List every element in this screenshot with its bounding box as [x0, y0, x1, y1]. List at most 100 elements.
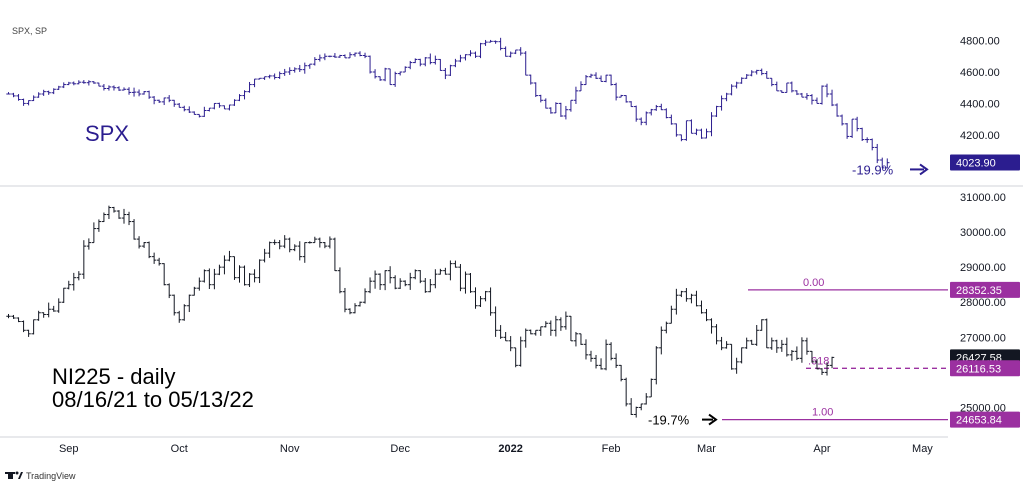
- price-badge-label: 24653.84: [956, 415, 1002, 427]
- ohlc-bar: [875, 143, 880, 164]
- y-tick-label: 25000.00: [960, 402, 1006, 414]
- price-badge: 4023.90: [950, 154, 1020, 171]
- ohlc-bar: [26, 100, 31, 106]
- ohlc-bar: [623, 377, 629, 407]
- ohlc-bar: [101, 212, 107, 223]
- spx-price-axis[interactable]: 4800.00 4600.00 4400.00 4200.00: [960, 36, 1000, 142]
- ohlc-bar: [347, 308, 353, 315]
- arrow-right-icon: [910, 163, 929, 176]
- ohlc-bar: [76, 271, 82, 281]
- ohlc-bar: [448, 64, 453, 77]
- ohlc-bar: [232, 99, 237, 106]
- ohlc-bar: [76, 80, 82, 85]
- ohlc-bar: [749, 339, 754, 345]
- ohlc-bar: [794, 90, 800, 96]
- ohlc-bar: [654, 104, 659, 111]
- ohlc-bar: [267, 74, 272, 79]
- ohlc-bar: [367, 277, 373, 294]
- ni225-date-range: 08/16/21 to 05/13/22: [52, 387, 254, 412]
- y-tick-label: 29000.00: [960, 262, 1006, 274]
- ohlc-bar: [468, 272, 473, 293]
- ohlc-bar: [709, 318, 714, 334]
- ohlc-bar: [202, 269, 207, 283]
- ohlc-bar: [664, 321, 669, 334]
- ohlc-bar: [659, 326, 664, 355]
- ohlc-bar: [423, 57, 428, 67]
- ohlc-bar: [498, 37, 503, 51]
- ohlc-bar: [41, 312, 46, 318]
- ohlc-bar: [714, 105, 719, 117]
- ohlc-bar: [61, 287, 66, 303]
- ohlc-bar: [187, 294, 192, 313]
- ohlc-bar: [538, 94, 543, 103]
- ohlc-bar: [478, 42, 483, 59]
- ohlc-bar: [684, 288, 689, 302]
- ohlc-bar: [709, 112, 714, 137]
- x-tick-label: Nov: [280, 443, 300, 455]
- ohlc-bar: [207, 107, 212, 112]
- ohlc-bar: [297, 64, 302, 72]
- ohlc-bar: [498, 325, 503, 339]
- time-axis[interactable]: Sep Oct Nov Dec 2022 Feb Mar Apr May: [59, 443, 933, 455]
- ohlc-bar: [141, 242, 147, 248]
- ohlc-bar: [272, 239, 277, 245]
- ohlc-bar: [327, 236, 333, 249]
- ni225-ohlc-series: [6, 205, 835, 418]
- ohlc-bar: [729, 343, 734, 370]
- tradingview-logo-icon: [5, 471, 23, 479]
- ohlc-bar: [679, 134, 684, 142]
- ohlc-bar: [282, 235, 287, 249]
- ohlc-bar: [6, 92, 11, 95]
- ohlc-bar: [96, 82, 102, 87]
- ohlc-bar: [443, 267, 448, 275]
- ni225-drawdown-text: -19.7%: [648, 413, 690, 428]
- ohlc-bar: [197, 113, 202, 118]
- tradingview-branding[interactable]: TradingView: [5, 471, 76, 481]
- ohlc-bar: [719, 336, 724, 351]
- ohlc-bar: [523, 328, 528, 348]
- ohlc-bar: [337, 267, 343, 294]
- y-tick-label: 28000.00: [960, 297, 1006, 309]
- ohlc-bar: [734, 357, 739, 374]
- ohlc-bar: [307, 63, 313, 69]
- ohlc-bar: [689, 293, 694, 304]
- price-badge-label: 28352.35: [956, 285, 1002, 297]
- fib-ratio-label: .618: [808, 355, 829, 367]
- ohlc-bar: [714, 324, 719, 345]
- ohlc-bar: [644, 393, 649, 405]
- ohlc-bar: [287, 67, 292, 75]
- ohlc-bar: [227, 250, 232, 262]
- ohlc-bar: [784, 82, 790, 93]
- ohlc-bar: [608, 342, 614, 361]
- ohlc-bar: [136, 236, 142, 249]
- ohlc-bar: [121, 87, 127, 91]
- ohlc-bar: [669, 114, 674, 125]
- ohlc-bar: [257, 259, 262, 284]
- ohlc-bar: [11, 314, 16, 319]
- ohlc-bar: [277, 239, 282, 250]
- ohlc-bar: [613, 353, 619, 368]
- ohlc-bar: [523, 51, 528, 76]
- ohlc-bar: [182, 105, 187, 112]
- fibonacci-retracement[interactable]: 0.00 .618 1.00: [722, 277, 948, 421]
- ohlc-bar: [679, 290, 684, 298]
- ohlc-bar: [262, 76, 267, 80]
- ohlc-bar: [403, 66, 408, 73]
- ohlc-bar: [734, 81, 739, 89]
- ohlc-bar: [86, 238, 92, 250]
- ohlc-bar: [357, 51, 363, 57]
- ohlc-bar: [483, 39, 488, 46]
- ohlc-bar: [81, 80, 87, 84]
- ohlc-bar: [774, 81, 780, 92]
- ohlc-bar: [392, 71, 398, 87]
- ohlc-bar: [463, 271, 468, 294]
- ohlc-bar: [603, 74, 609, 83]
- ohlc-bar: [885, 158, 890, 169]
- ohlc-bar: [649, 378, 654, 398]
- ohlc-bar: [864, 137, 870, 143]
- ohlc-bar: [46, 302, 51, 318]
- ohlc-bar: [116, 86, 122, 91]
- y-tick-label: 4800.00: [960, 36, 1000, 48]
- ohlc-bar: [819, 368, 825, 376]
- ni225-price-axis[interactable]: 31000.00 30000.00 29000.00 28000.00 27000.00…: [960, 192, 1006, 414]
